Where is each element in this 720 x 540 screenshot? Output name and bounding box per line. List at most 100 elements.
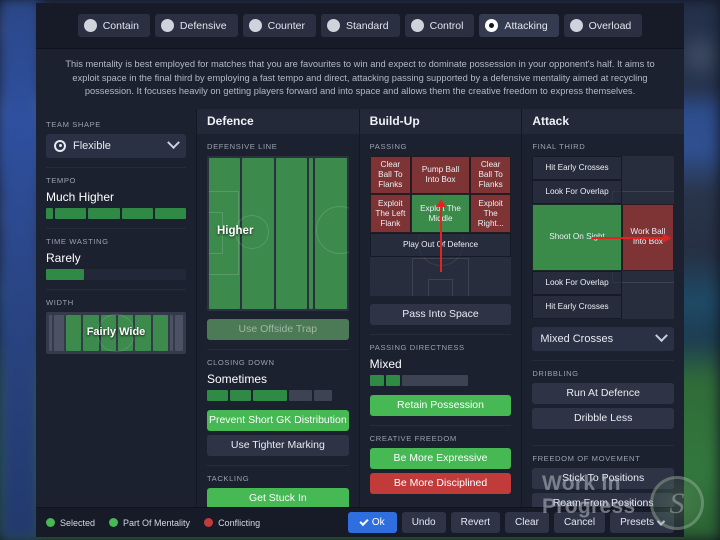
mentality-description: This mentality is best employed for matc… — [36, 49, 684, 109]
closing-down-label: CLOSING DOWN — [207, 357, 275, 367]
zone-cell-pump-ball-box[interactable]: Pump Ball Into Box — [411, 155, 470, 195]
zone-cell-look-for-overlap-top[interactable]: Look For Overlap — [532, 179, 622, 204]
pd-seg — [470, 375, 511, 386]
defline-seg — [209, 157, 241, 309]
passing-zone-grid[interactable]: Clear Ball To Flanks Pump Ball Into Box … — [369, 155, 512, 296]
cd-seg — [288, 389, 312, 401]
crosses-dropdown[interactable]: Mixed Crosses — [532, 326, 675, 351]
pass-into-space-button[interactable]: Pass Into Space — [369, 303, 512, 325]
zone-cell-empty — [622, 271, 674, 295]
mentality-option-label: Overload — [588, 19, 632, 32]
mentality-option-attacking[interactable]: Attacking — [479, 14, 559, 37]
be-more-disciplined-button[interactable]: Be More Disciplined — [369, 472, 512, 494]
pitch-centre-circle — [97, 313, 135, 352]
defline-seg — [275, 157, 308, 309]
mentality-option-overload[interactable]: Overload — [563, 14, 643, 37]
undo-button[interactable]: Undo — [401, 512, 446, 533]
defensive-line-value: Higher — [217, 225, 254, 237]
team-shape-dropdown[interactable]: Flexible — [46, 133, 186, 158]
freedom-of-movement-label: FREEDOM OF MOVEMENT — [532, 453, 641, 463]
tempo-slider[interactable] — [46, 207, 186, 219]
legend: Selected Part Of Mentality Conflicting — [46, 518, 260, 528]
mentality-option-label: Attacking — [504, 19, 548, 32]
use-offside-trap-button[interactable]: Use Offside Trap — [207, 318, 349, 340]
clear-button[interactable]: Clear — [505, 512, 549, 533]
buildup-column: Build-Up PASSING Clear Ball To Flanks Pu… — [358, 108, 522, 507]
dribble-less-button[interactable]: Dribble Less — [532, 407, 675, 429]
use-tighter-marking-button[interactable]: Use Tighter Marking — [207, 434, 349, 456]
chevron-down-icon — [655, 329, 668, 343]
zone-row: Hit Early Crosses — [532, 294, 674, 319]
get-stuck-in-button[interactable]: Get Stuck In — [207, 487, 349, 509]
width-seg — [152, 314, 168, 351]
zone-row: Look For Overlap — [532, 270, 674, 295]
time-wasting-value: Rarely — [46, 250, 81, 265]
tackling-label: TACKLING — [207, 473, 250, 483]
passing-directness-slider[interactable] — [369, 374, 512, 386]
dribbling-label: DRIBBLING — [532, 368, 579, 378]
mentality-option-control[interactable]: Control — [404, 14, 475, 37]
radio-icon — [83, 19, 97, 32]
radio-icon — [485, 19, 499, 32]
radio-icon — [569, 19, 583, 32]
mentality-option-defensive[interactable]: Defensive — [154, 14, 238, 37]
target-icon — [54, 139, 66, 152]
defensive-line-label: DEFENSIVE LINE — [207, 141, 278, 151]
width-seg — [66, 314, 82, 351]
legend-dot-icon — [46, 518, 55, 527]
stick-to-positions-button[interactable]: Stick To Positions — [532, 467, 675, 489]
zone-cell-exploit-right-flank[interactable]: Exploit The Right... — [470, 194, 512, 233]
passing-directness-label: PASSING DIRECTNESS — [369, 342, 465, 352]
defence-column: Defence DEFENSIVE LINE Higher Use Of — [196, 108, 359, 534]
attack-column: Attack FINAL THIRD Hit Early Crosses — [521, 108, 685, 514]
revert-button[interactable]: Revert — [450, 512, 501, 533]
cd-seg — [314, 389, 332, 401]
time-wasting-slider[interactable] — [46, 268, 186, 280]
zone-row: Clear Ball To Flanks Pump Ball Into Box … — [369, 155, 512, 195]
width-slider[interactable]: Fairly Wide — [46, 311, 186, 354]
legend-item: Conflicting — [204, 518, 260, 528]
zone-cell-hit-early-crosses-bottom[interactable]: Hit Early Crosses — [532, 294, 622, 319]
radio-icon — [410, 19, 424, 32]
defline-seg — [315, 157, 347, 309]
mentality-option-standard[interactable]: Standard — [320, 14, 400, 37]
defline-seg — [242, 157, 274, 309]
presets-dropdown[interactable]: Presets — [610, 512, 674, 533]
cd-seg — [253, 389, 287, 401]
cd-seg — [334, 390, 349, 401]
run-at-defence-button[interactable]: Run At Defence — [532, 382, 675, 404]
tactics-window: Contain Defensive Counter Standard Control At… — [36, 3, 685, 537]
legend-label: Conflicting — [218, 517, 261, 528]
retain-possession-button[interactable]: Retain Possession — [369, 394, 512, 416]
tempo-seg — [154, 207, 186, 219]
footer-actions: Ok Undo Revert Clear Cancel Presets — [347, 512, 674, 533]
check-icon — [359, 516, 369, 527]
radio-icon — [160, 19, 174, 32]
divider — [46, 166, 186, 168]
legend-dot-icon — [204, 518, 214, 527]
zone-cell-hit-early-crosses-top[interactable]: Hit Early Crosses — [532, 155, 622, 180]
crosses-value: Mixed Crosses — [540, 332, 614, 345]
zone-cell-empty — [622, 295, 674, 319]
mentality-selector: Contain Defensive Counter Standard Control At… — [36, 3, 684, 49]
width-seg — [83, 314, 99, 351]
zone-cell-look-for-overlap-bottom[interactable]: Look For Overlap — [532, 270, 622, 295]
defensive-line-slider[interactable]: Higher — [207, 155, 349, 311]
footer-bar: Selected Part Of Mentality Conflicting Ok … — [36, 507, 684, 537]
zone-cell-exploit-left-flank[interactable]: Exploit The Left Flank — [369, 194, 411, 233]
zone-cell-clear-ball-left[interactable]: Clear Ball To Flanks — [369, 155, 411, 195]
be-more-expressive-button[interactable]: Be More Expressive — [369, 447, 512, 469]
width-seg — [49, 314, 52, 351]
ok-button[interactable]: Ok — [347, 512, 397, 533]
cancel-button[interactable]: Cancel — [553, 512, 606, 533]
closing-down-slider[interactable] — [207, 389, 349, 401]
chevron-down-icon — [656, 516, 666, 526]
meter-fill — [46, 268, 84, 280]
zone-cell-clear-ball-right[interactable]: Clear Ball To Flanks — [470, 155, 512, 195]
divider — [46, 227, 186, 229]
prevent-short-gk-distribution-button[interactable]: Prevent Short GK Distribution — [207, 409, 349, 431]
mentality-option-contain[interactable]: Contain — [77, 14, 150, 37]
final-third-zone-grid[interactable]: Hit Early Crosses Look For Overlap Shoot… — [532, 155, 675, 319]
divider — [369, 424, 512, 426]
mentality-option-counter[interactable]: Counter — [242, 14, 316, 37]
